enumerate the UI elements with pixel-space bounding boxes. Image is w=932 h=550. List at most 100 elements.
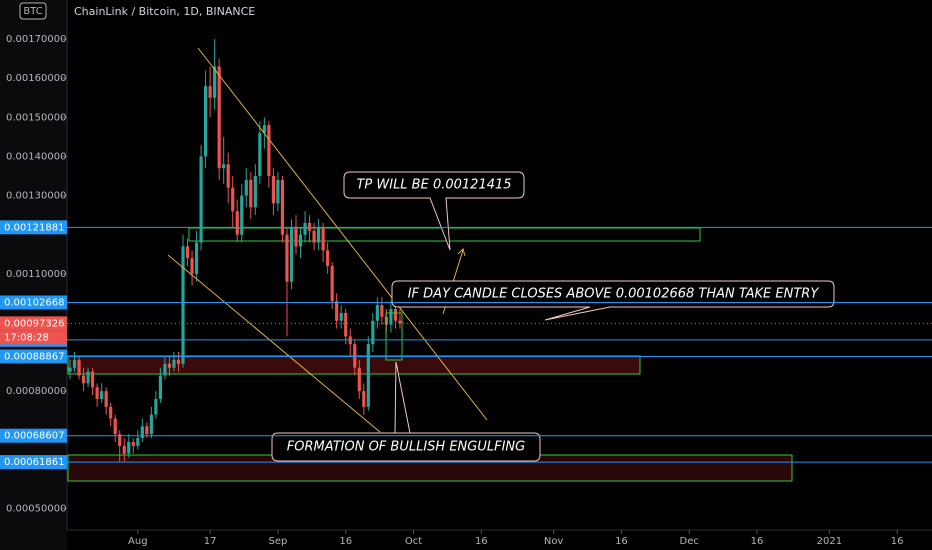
candle-body <box>303 222 307 235</box>
x-tick-label: Oct <box>405 536 422 547</box>
target-arrow-head <box>457 248 466 257</box>
last-price-label: 0.00097326 <box>4 318 64 329</box>
candle-body <box>393 309 398 321</box>
chart-title: ChainLink / Bitcoin, 1D, BINANCE <box>74 5 255 18</box>
candle-body <box>109 406 113 419</box>
level-label: 0.00061861 <box>4 457 64 468</box>
candle-body <box>276 179 280 204</box>
candle-body <box>68 367 72 372</box>
candle-body <box>253 176 257 208</box>
candle-body <box>244 179 248 196</box>
level-label-bg <box>0 220 67 235</box>
countdown-bg <box>0 330 67 345</box>
level-label-bg <box>0 455 67 470</box>
candle-body <box>344 312 348 337</box>
candle-body <box>122 445 126 454</box>
candle-body <box>285 234 289 282</box>
candle-body <box>199 156 203 243</box>
candle-body <box>86 371 90 384</box>
candle-body <box>235 211 239 235</box>
candle-body <box>104 391 108 407</box>
candle-body <box>190 258 194 274</box>
annotation: IF DAY CANDLE CLOSES ABOVE 0.00102668 TH… <box>408 287 820 302</box>
candle-body <box>154 398 158 415</box>
candle-body <box>298 234 303 247</box>
candle-body <box>366 344 370 407</box>
x-tick-label: Sep <box>268 536 287 547</box>
countdown: 17:08:28 <box>4 332 49 343</box>
engulfing-box <box>385 312 403 361</box>
candle-body <box>181 246 185 364</box>
y-tick-label: 0.00150000 <box>6 112 66 123</box>
candle-body <box>339 312 343 321</box>
badge <box>19 2 47 20</box>
candle-body <box>167 363 172 368</box>
candle-body <box>330 265 334 302</box>
candle-body <box>140 426 144 439</box>
level-label: 0.00102668 <box>4 297 64 308</box>
badge-text: BTC <box>23 6 42 17</box>
candle-body <box>72 359 77 368</box>
x-tick-label: 16 <box>891 536 904 547</box>
candle-body <box>95 387 99 399</box>
y-tick-label: 0.00050000 <box>6 503 66 514</box>
x-tick-label: 16 <box>339 536 352 547</box>
candle-body <box>163 363 167 376</box>
candle-body <box>145 426 149 435</box>
candle-body <box>208 86 212 98</box>
trend-line <box>167 254 381 433</box>
candle-body <box>158 375 162 399</box>
candle-body <box>280 179 285 235</box>
x-tick-label: 16 <box>751 536 764 547</box>
candle-body <box>267 125 271 177</box>
candle-body <box>81 375 86 384</box>
callout <box>271 361 541 462</box>
candle-body <box>185 246 190 259</box>
candle-body <box>271 176 275 204</box>
candle-body <box>217 66 221 169</box>
x-tick-label: 16 <box>615 536 628 547</box>
last-price-label-bg <box>0 316 67 331</box>
candle-body <box>289 226 294 282</box>
level-label: 0.00121881 <box>4 222 64 233</box>
candle-body <box>375 305 379 321</box>
candle-body <box>335 301 339 321</box>
candle-body <box>312 230 316 243</box>
candle-body <box>362 391 366 407</box>
candle-body <box>113 418 117 435</box>
candle-body <box>172 359 176 368</box>
y-tick-label: 0.00140000 <box>6 151 66 162</box>
x-tick-label: Nov <box>544 536 564 547</box>
candle-body <box>213 66 217 98</box>
candle-body <box>222 164 226 169</box>
candle-body <box>91 371 95 388</box>
x-tick-label: Aug <box>128 536 148 547</box>
x-tick-label: 17 <box>204 536 217 547</box>
candle-body <box>249 179 253 208</box>
candle-body <box>357 367 361 392</box>
level-label: 0.00088867 <box>4 351 64 362</box>
callout <box>391 280 835 321</box>
candle-body <box>353 344 357 368</box>
candle-body <box>371 320 375 345</box>
candle-body <box>194 242 199 274</box>
candle-body <box>149 414 153 435</box>
candle-body <box>321 226 325 251</box>
annotation: FORMATION OF BULLISH ENGULFING <box>287 440 525 455</box>
candle-body <box>100 391 104 399</box>
y-tick-label: 0.00160000 <box>6 73 66 84</box>
candle-body <box>398 320 402 324</box>
candle-body <box>226 164 230 188</box>
candle-body <box>127 441 131 454</box>
candle-body <box>294 226 298 247</box>
level-label: 0.00068607 <box>4 431 64 442</box>
y-tick-label: 0.00080000 <box>6 386 66 397</box>
y-tick-label: 0.00110000 <box>6 269 66 280</box>
level-label-bg <box>0 349 67 364</box>
candle-body <box>258 132 262 177</box>
annotation: TP WILL BE 0.00121415 <box>356 178 511 193</box>
callout <box>343 171 525 251</box>
x-tick-label: 16 <box>475 536 488 547</box>
candle-body <box>380 305 384 317</box>
